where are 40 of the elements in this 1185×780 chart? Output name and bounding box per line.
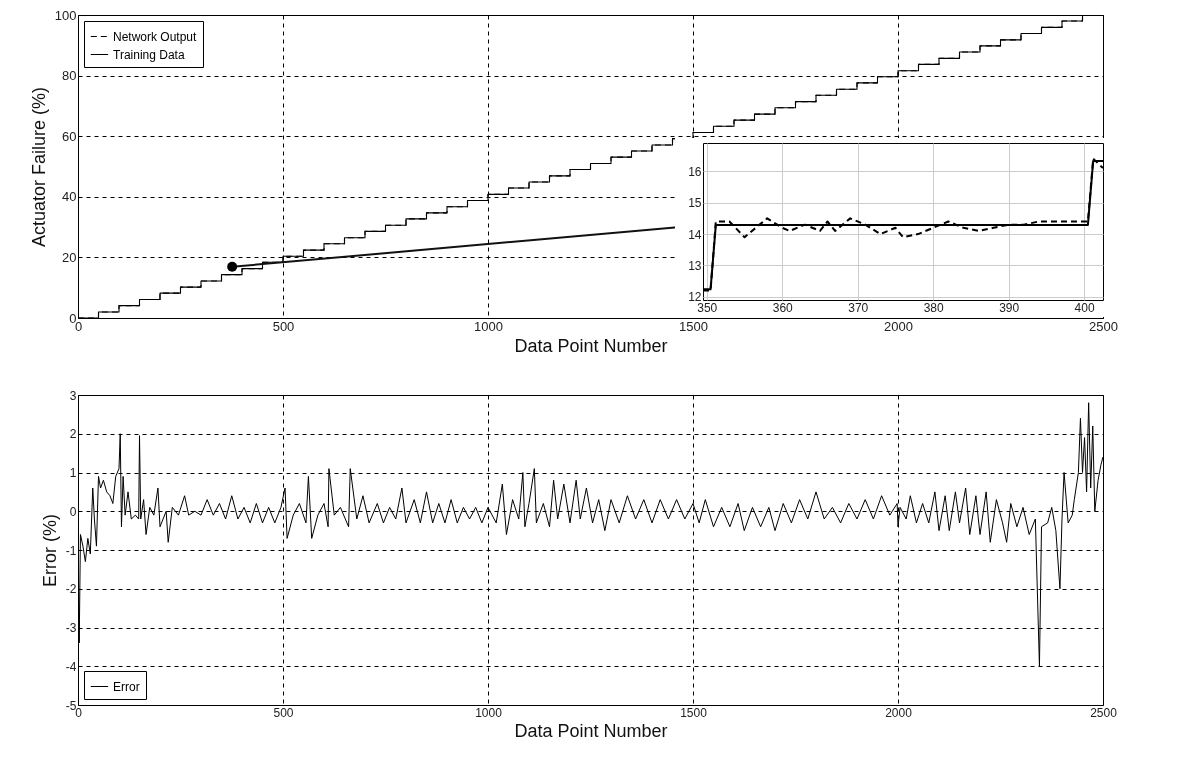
x-tick-label: 360 xyxy=(772,300,794,315)
x-tick-label: 2000 xyxy=(885,705,913,720)
x-tick-label: 400 xyxy=(1074,300,1095,315)
y-tick-label: 14 xyxy=(688,227,702,242)
legend-label: Network Output xyxy=(113,29,198,44)
y-axis-title: Actuator Failure (%) xyxy=(28,86,49,248)
y-tick-label: 16 xyxy=(688,164,702,179)
y-tick-label: 0 xyxy=(69,504,77,519)
y-axis-title: Error (%) xyxy=(39,514,60,587)
y-tick-label: -1 xyxy=(65,543,77,558)
y-tick-label: 80 xyxy=(62,68,77,84)
x-tick-label: 370 xyxy=(848,300,869,315)
legend-label: Error xyxy=(113,679,140,694)
x-tick-label: 2500 xyxy=(1089,318,1118,334)
y-tick-label: 3 xyxy=(69,388,77,403)
x-tick-label: 1500 xyxy=(679,318,708,334)
x-tick-label: 500 xyxy=(273,705,294,720)
legend-label: Training Data xyxy=(113,47,185,62)
y-tick-label: 15 xyxy=(688,196,702,211)
y-tick-label: 20 xyxy=(62,249,77,265)
x-tick-label: 380 xyxy=(923,300,945,315)
y-tick-label: 40 xyxy=(62,189,77,205)
x-tick-label: 1500 xyxy=(680,705,708,720)
x-tick-label: 500 xyxy=(272,318,295,334)
y-tick-label: 60 xyxy=(62,128,77,144)
x-tick-label: 1000 xyxy=(475,705,503,720)
y-tick-label: -3 xyxy=(65,621,77,635)
y-tick-label: -2 xyxy=(65,582,77,597)
x-axis-title: Data Point Number xyxy=(514,720,668,741)
x-tick-label: 390 xyxy=(999,300,1020,315)
x-tick-label: 2500 xyxy=(1090,705,1118,720)
x-tick-label: 1000 xyxy=(474,318,503,334)
y-tick-label: -4 xyxy=(65,659,77,674)
x-axis-title: Data Point Number xyxy=(514,335,668,356)
x-tick-label: 350 xyxy=(697,300,718,315)
y-tick-label: 1 xyxy=(69,466,77,480)
y-tick-label: 13 xyxy=(688,258,702,273)
x-tick-label: 2000 xyxy=(884,318,913,334)
y-tick-label: 100 xyxy=(54,7,77,23)
y-tick-label: 2 xyxy=(69,427,77,442)
